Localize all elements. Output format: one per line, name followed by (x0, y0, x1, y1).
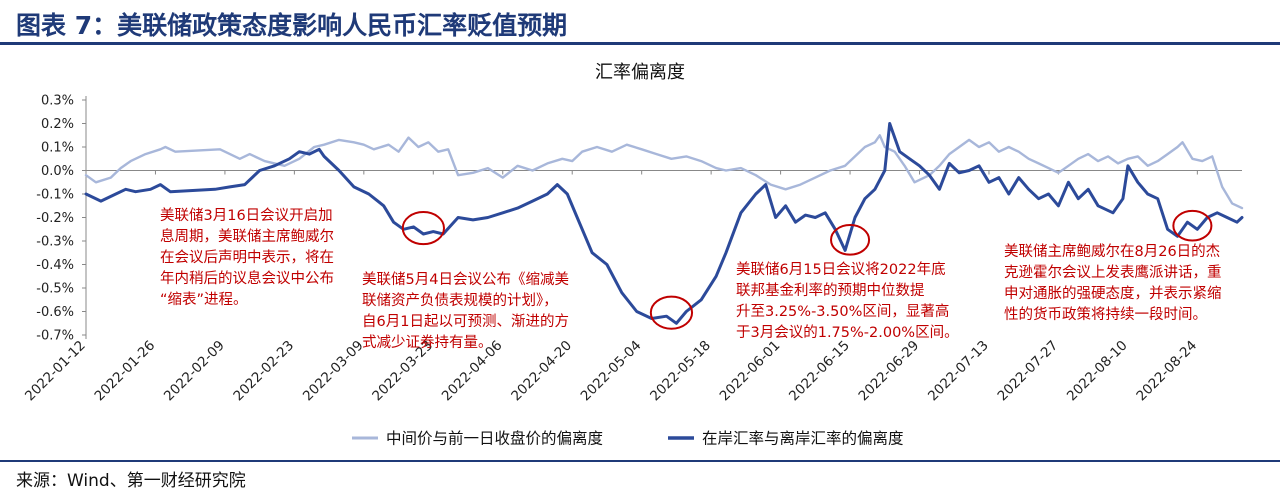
x-tick-label: 2022-06-29 (856, 338, 923, 405)
title-divider (0, 42, 1280, 45)
legend-label: 中间价与前一日收盘价的偏离度 (386, 429, 603, 448)
x-tick-label: 2022-02-09 (161, 338, 228, 405)
source-note: 来源：Wind、第一财经研究院 (16, 471, 246, 491)
legend: 中间价与前一日收盘价的偏离度 在岸汇率与离岸汇率的偏离度 (352, 429, 904, 448)
y-tick-label: -0.1% (36, 188, 74, 203)
figure-title: 图表 7：美联储政策态度影响人民币汇率贬值预期 (16, 11, 568, 40)
annotation-circle (649, 295, 694, 330)
x-tick-label: 2022-08-10 (1064, 338, 1131, 405)
x-tick-label: 2022-07-13 (925, 338, 992, 405)
series-layer (84, 122, 1244, 325)
y-tick-label: -0.7% (36, 329, 74, 344)
series-line-onshore-offshore (84, 122, 1244, 325)
x-tick-label: 2022-07-27 (994, 338, 1061, 405)
x-tick-label: 2022-01-12 (22, 338, 89, 405)
source-divider (0, 460, 1280, 462)
x-tick-label: 2022-02-23 (230, 338, 297, 405)
annotation-june-meeting: 美联储6月15日会议将2022年底 联邦基金利率的预期中位数提 升至3.25%-… (736, 262, 959, 341)
y-tick-label: 0.3% (41, 94, 74, 109)
chart-title: 汇率偏离度 (595, 62, 685, 83)
y-tick-label: -0.4% (36, 258, 74, 273)
y-tick-label: -0.6% (36, 305, 74, 320)
y-tick-label: 0.2% (41, 117, 74, 132)
x-tick-label: 2022-08-24 (1133, 338, 1200, 405)
annotation-march-meeting: 美联储3月16日会议开启加 息周期，美联储主席鲍威尔 在会议后声明中表示，将在 … (160, 208, 334, 308)
y-tick-label: 0.0% (41, 164, 74, 179)
annotation-circle (401, 211, 445, 246)
x-tick-label: 2022-05-18 (647, 338, 714, 405)
y-axis: 0.3% 0.2% 0.1% 0.0% -0.1% -0.2% -0.3% -0.4% -0.5… (36, 94, 87, 344)
annotation-circle (1172, 209, 1213, 242)
x-tick-label: 2022-01-26 (91, 338, 158, 405)
x-tick-label: 2022-06-01 (717, 338, 784, 405)
x-tick-label: 2022-03-09 (300, 338, 367, 405)
y-tick-label: -0.2% (36, 211, 74, 226)
series-line-midrate (84, 134, 1244, 210)
figure-header: 图表 7：美联储政策态度影响人民币汇率贬值预期 (0, 0, 1280, 45)
x-tick-label: 2022-05-04 (578, 338, 645, 405)
annotation-may-meeting: 美联储5月4日会议公布《缩减美 联储资产负债表规模的计划》， 自6月1日起以可预… (362, 272, 569, 351)
annotation-circle (830, 224, 871, 256)
y-tick-label: -0.5% (36, 282, 74, 297)
annotation-jackson-hole: 美联储主席鲍威尔在8月26日的杰 克逊霍尔会议上发表鹰派讲话，重 申对通胀的强硬… (1004, 244, 1222, 323)
y-tick-label: 0.1% (41, 141, 74, 156)
legend-label: 在岸汇率与离岸汇率的偏离度 (702, 430, 904, 448)
y-tick-label: -0.3% (36, 235, 74, 250)
annotation-circles (401, 209, 1213, 330)
x-tick-label: 2022-06-15 (786, 338, 853, 405)
